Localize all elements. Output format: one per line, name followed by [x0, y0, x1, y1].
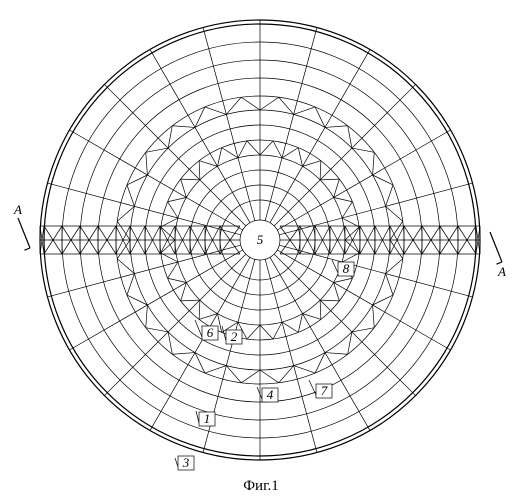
transition-diag — [373, 152, 375, 175]
transition-diag — [161, 240, 175, 253]
radial-ray — [104, 84, 245, 225]
transition-diag — [386, 274, 393, 295]
transition-diag — [298, 148, 302, 167]
label-leader — [332, 260, 338, 273]
label-number: 1 — [204, 411, 211, 426]
transition-diag — [386, 185, 393, 206]
transition-diag — [325, 353, 348, 355]
radial-ray — [265, 27, 317, 220]
transition-diag — [320, 300, 321, 319]
transition-diag — [247, 141, 260, 155]
radial-ray — [150, 49, 250, 222]
radial-ray — [104, 254, 245, 395]
section-mark — [18, 218, 30, 248]
transition-diag — [161, 227, 175, 240]
transition-diag — [373, 305, 375, 328]
transition-diag — [168, 198, 187, 202]
label-number: 8 — [343, 261, 350, 276]
label-number: 7 — [321, 383, 328, 398]
transition-diag — [273, 322, 282, 339]
transition-diag — [345, 240, 359, 253]
figure-caption: Фиг.1 — [243, 478, 279, 494]
label-leader — [196, 411, 199, 423]
section-mark-arrow — [24, 248, 30, 250]
transition-diag — [127, 185, 134, 206]
radial-ray — [277, 130, 450, 230]
transition-diag — [172, 353, 195, 355]
section-mark — [490, 232, 502, 262]
label-leader — [309, 380, 316, 395]
transition-diag — [241, 97, 260, 110]
radial-ray — [274, 84, 415, 225]
label-number: 4 — [267, 387, 274, 402]
transition-diag — [218, 148, 222, 167]
transition-diag — [181, 300, 200, 301]
transition-diag — [247, 325, 260, 339]
transition-diag — [260, 141, 273, 155]
transition-diag — [199, 161, 200, 180]
transition-diag — [199, 300, 200, 319]
label-number: 2 — [231, 329, 238, 344]
transition-diag — [334, 198, 353, 202]
label-number: 3 — [182, 455, 190, 470]
transition-diag — [298, 314, 302, 333]
transition-diag — [260, 325, 273, 339]
transition-diag — [161, 253, 178, 262]
section-label: А — [13, 202, 22, 217]
radial-ray — [270, 257, 370, 430]
radial-ray — [69, 130, 242, 230]
transition-diag — [168, 278, 187, 282]
label-leader — [175, 458, 178, 467]
radial-ray — [265, 259, 317, 452]
label-leader — [257, 387, 262, 399]
transition-diag — [172, 126, 195, 128]
transition-diag — [146, 305, 148, 328]
transition-diag — [146, 152, 148, 175]
transition-diag — [320, 179, 339, 180]
transition-diag — [345, 227, 359, 240]
transition-diag — [320, 300, 339, 301]
transition-diag — [325, 126, 348, 128]
transition-diag — [334, 278, 353, 282]
label-leader — [195, 320, 202, 337]
radial-ray — [203, 27, 255, 220]
transition-diag — [294, 107, 315, 114]
transition-diag — [320, 161, 321, 180]
transition-diag — [260, 370, 279, 383]
transition-diag — [273, 141, 282, 158]
center-label: 5 — [257, 232, 264, 247]
transition-diag — [260, 97, 279, 110]
transition-diag — [181, 179, 200, 180]
transition-diag — [342, 218, 359, 227]
transition-diag — [205, 107, 226, 114]
transition-diag — [294, 366, 315, 373]
label-number: 6 — [207, 325, 214, 340]
transition-diag — [241, 370, 260, 383]
radial-ray — [277, 250, 450, 350]
transition-diag — [238, 141, 247, 158]
transition-diag — [127, 274, 134, 295]
transition-diag — [205, 366, 226, 373]
radial-ray — [270, 49, 370, 222]
section-label: А — [497, 264, 506, 279]
transition-diag — [161, 218, 178, 227]
